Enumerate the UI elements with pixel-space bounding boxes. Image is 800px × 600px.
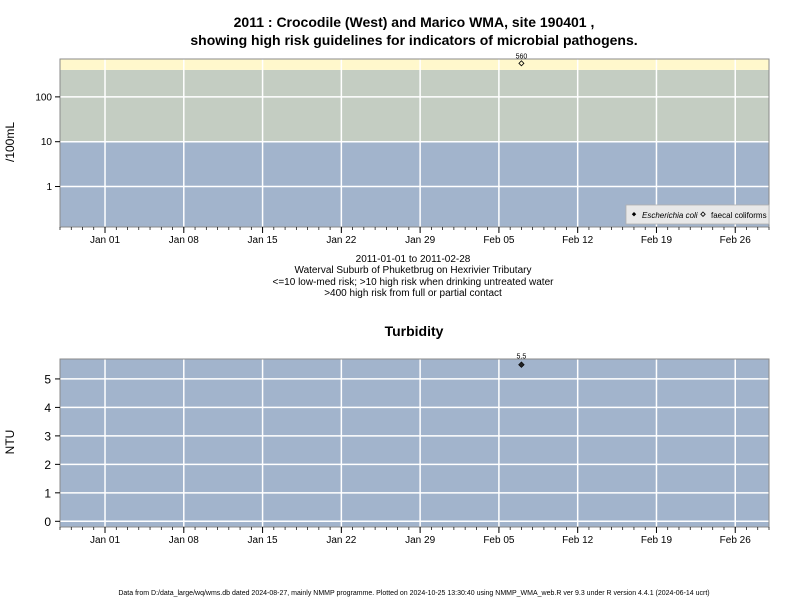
main-title-line1: 2011 : Crocodile (West) and Marico WMA, … bbox=[234, 14, 595, 30]
x-tick-label: Feb 26 bbox=[720, 235, 752, 246]
x-tick-label: Feb 12 bbox=[562, 235, 594, 246]
x-axis: Jan 01 Jan 08 Jan 15 Jan 22 Jan 29 Feb 05 Feb … bbox=[59, 527, 770, 546]
x-axis: Jan 01 Jan 08 Jan 15 Jan 22 Jan 29 Feb 05 Feb … bbox=[59, 227, 770, 246]
y-axis-label: /100mL bbox=[3, 122, 17, 162]
legend-entry-ecoli: Escherichia coli bbox=[642, 211, 698, 220]
y-tick-label: 0 bbox=[44, 515, 51, 529]
x-tick-label: Jan 15 bbox=[248, 535, 278, 546]
plot-background bbox=[60, 359, 769, 527]
note-site-name: Waterval Suburb of Phuketbrug on Hexrivi… bbox=[295, 265, 532, 276]
data-points: 560 bbox=[516, 53, 528, 67]
main-title-line2: showing high risk guidelines for indicat… bbox=[190, 32, 637, 48]
y-tick-label: 3 bbox=[44, 429, 51, 443]
point-value-label: 5.5 bbox=[517, 354, 527, 361]
faecal-coliform-point bbox=[518, 60, 525, 67]
grid-lines bbox=[60, 59, 769, 227]
x-tick-label: Jan 22 bbox=[326, 535, 356, 546]
x-tick-label: Jan 29 bbox=[405, 235, 435, 246]
y-tick-label: 1 bbox=[44, 486, 51, 500]
risk-bands bbox=[60, 59, 769, 227]
x-tick-label: Feb 12 bbox=[562, 535, 594, 546]
x-tick-label: Jan 08 bbox=[169, 535, 199, 546]
note-risk-contact: >400 high risk from full or partial cont… bbox=[324, 288, 502, 299]
legend-entry-faecal: faecal coliforms bbox=[711, 211, 767, 220]
data-points: 5.5 bbox=[517, 354, 527, 368]
grid-lines bbox=[60, 359, 769, 527]
note-date-range: 2011-01-01 to 2011-02-28 bbox=[356, 254, 471, 265]
turbidity-panel: Turbidity Jan 01 Jan 08 Jan 15 Jan 22 Jan 29… bbox=[3, 323, 770, 546]
plot-frame bbox=[59, 358, 770, 528]
risk-band bbox=[60, 59, 769, 70]
legend-box bbox=[625, 204, 770, 225]
y-tick-label: 4 bbox=[44, 401, 51, 415]
y-tick-label: 10 bbox=[41, 137, 53, 148]
x-tick-label: Jan 29 bbox=[405, 535, 435, 546]
microbial-panel: Jan 01 Jan 08 Jan 15 Jan 22 Jan 29 Feb 05 Feb … bbox=[3, 53, 770, 299]
x-tick-label: Feb 05 bbox=[483, 535, 515, 546]
point-value-label: 560 bbox=[516, 53, 528, 60]
y-tick-label: 2 bbox=[44, 458, 51, 472]
legend-filled-diamond-icon bbox=[631, 212, 637, 217]
x-tick-label: Feb 05 bbox=[483, 235, 515, 246]
turbidity-point bbox=[518, 361, 525, 368]
plot-frame bbox=[59, 58, 770, 228]
panel-notes: 2011-01-01 to 2011-02-28 Waterval Suburb… bbox=[273, 254, 555, 299]
x-tick-label: Feb 19 bbox=[641, 235, 673, 246]
legend-open-diamond-icon bbox=[700, 211, 706, 217]
x-tick-label: Jan 08 bbox=[169, 235, 199, 246]
turbidity-title: Turbidity bbox=[385, 323, 444, 339]
y-axis-label: NTU bbox=[3, 430, 17, 455]
footer-note: Data from D:/data_large/wq/wms.db dated … bbox=[118, 590, 709, 597]
y-tick-label: 100 bbox=[35, 92, 52, 103]
y-tick-label: 5 bbox=[44, 372, 51, 386]
legend: Escherichia coli faecal coliforms bbox=[625, 204, 770, 225]
y-axis: 0 1 2 3 4 5 bbox=[44, 372, 60, 529]
risk-band bbox=[60, 69, 769, 142]
x-tick-label: Jan 01 bbox=[90, 535, 120, 546]
x-tick-label: Feb 19 bbox=[641, 535, 673, 546]
x-tick-label: Feb 26 bbox=[720, 535, 752, 546]
x-tick-label: Jan 01 bbox=[90, 235, 120, 246]
note-risk-drinking: <=10 low-med risk; >10 high risk when dr… bbox=[273, 277, 555, 288]
y-axis: 1 10 100 bbox=[35, 92, 60, 193]
y-tick-label: 1 bbox=[46, 182, 52, 193]
x-tick-label: Jan 15 bbox=[248, 235, 278, 246]
x-tick-label: Jan 22 bbox=[326, 235, 356, 246]
